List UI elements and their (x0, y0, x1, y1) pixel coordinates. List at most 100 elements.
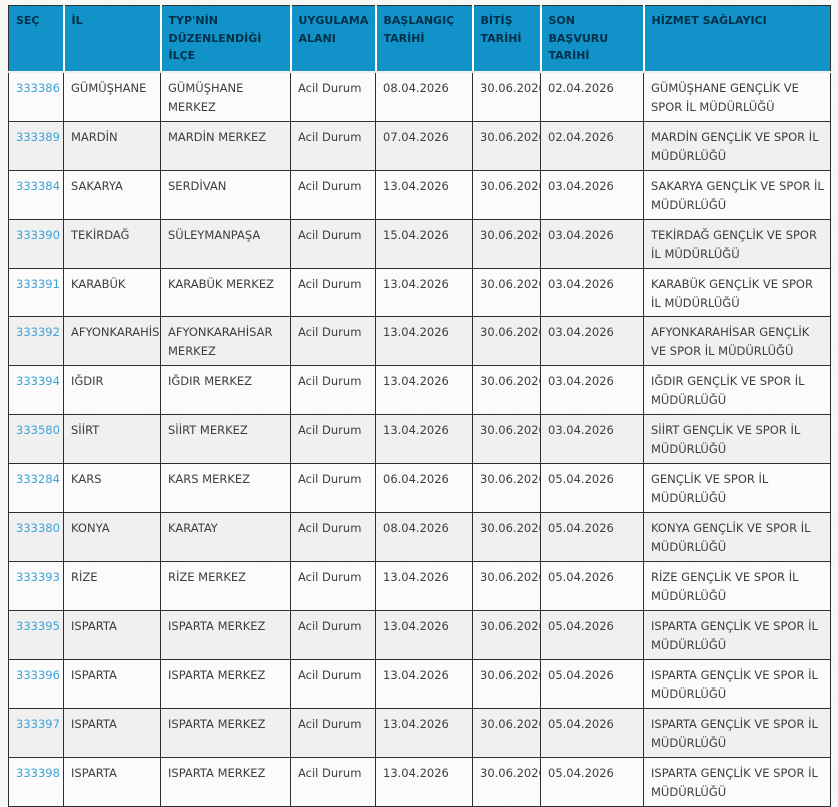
cell-alan: Acil Durum (290, 120, 376, 171)
cell-alan: Acil Durum (290, 365, 376, 416)
column-header-saglayici: HİZMET SAĞLAYICI (643, 4, 831, 73)
cell-saglayici: KONYA GENÇLİK VE SPOR İL MÜDÜRLÜĞÜ (643, 512, 831, 563)
program-id-link[interactable]: 333384 (16, 178, 60, 193)
cell-bitis: 30.06.2026 (472, 756, 541, 807)
program-id-link[interactable]: 333284 (16, 472, 60, 487)
typ-program-table: SEÇ İL TYP'NİN DÜZENLENDİĞİ İLÇE UYGULAMA A… (8, 4, 831, 807)
table-row: 333391 KARABÜK KARABÜK MERKEZ Acil Durum 13.… (8, 267, 831, 318)
cell-sec: 333386 (8, 71, 64, 122)
cell-son_basvuru: 05.04.2026 (540, 707, 644, 758)
program-id-link[interactable]: 333398 (16, 765, 60, 780)
cell-ilce: IĞDIR MERKEZ (160, 365, 291, 416)
cell-alan: Acil Durum (290, 218, 376, 269)
cell-bitis: 30.06.2026 (472, 365, 541, 416)
cell-il: ISPARTA (63, 610, 161, 661)
cell-sec: 333389 (8, 120, 64, 171)
column-header-alan: UYGULAMA ALANI (290, 4, 377, 73)
cell-bitis: 30.06.2026 (472, 463, 541, 514)
program-id-link[interactable]: 333392 (16, 325, 60, 340)
program-id-link[interactable]: 333389 (16, 129, 60, 144)
cell-saglayici: IĞDIR GENÇLİK VE SPOR İL MÜDÜRLÜĞÜ (643, 365, 831, 416)
cell-son_basvuru: 05.04.2026 (540, 463, 644, 514)
cell-sec: 333395 (8, 610, 64, 661)
cell-il: ISPARTA (63, 659, 161, 709)
cell-saglayici: SAKARYA GENÇLİK VE SPOR İL MÜDÜRLÜĞÜ (643, 169, 831, 220)
cell-sec: 333284 (8, 463, 64, 514)
program-id-link[interactable]: 333386 (16, 80, 60, 95)
cell-saglayici: ISPARTA GENÇLİK VE SPOR İL MÜDÜRLÜĞÜ (643, 659, 831, 709)
cell-bitis: 30.06.2026 (472, 512, 541, 563)
cell-son_basvuru: 03.04.2026 (540, 267, 644, 318)
program-id-link[interactable]: 333394 (16, 374, 60, 389)
cell-bitis: 30.06.2026 (472, 659, 541, 709)
table-row: 333384 SAKARYA SERDİVAN Acil Durum 13.04.202… (8, 169, 831, 220)
cell-alan: Acil Durum (290, 267, 376, 318)
cell-baslangic: 13.04.2026 (375, 610, 473, 661)
program-id-link[interactable]: 333393 (16, 570, 60, 585)
cell-baslangic: 13.04.2026 (375, 756, 473, 807)
cell-baslangic: 15.04.2026 (375, 218, 473, 269)
program-id-link[interactable]: 333397 (16, 716, 60, 731)
cell-il: SİİRT (63, 414, 161, 465)
column-header-son_basvuru: SON BAŞVURU TARİHİ (540, 4, 645, 73)
cell-alan: Acil Durum (290, 512, 376, 563)
cell-il: KONYA (63, 512, 161, 563)
cell-ilce: KARS MERKEZ (160, 463, 291, 514)
cell-il: IĞDIR (63, 365, 161, 416)
cell-alan: Acil Durum (290, 169, 376, 220)
cell-baslangic: 08.04.2026 (375, 512, 473, 563)
cell-ilce: MARDİN MERKEZ (160, 120, 291, 171)
cell-baslangic: 13.04.2026 (375, 561, 473, 612)
cell-son_basvuru: 03.04.2026 (540, 169, 644, 220)
program-id-link[interactable]: 333391 (16, 276, 60, 291)
table-header: SEÇ İL TYP'NİN DÜZENLENDİĞİ İLÇE UYGULAMA A… (8, 4, 831, 73)
table-row: 333284 KARS KARS MERKEZ Acil Durum 06.04.202… (8, 463, 831, 514)
cell-il: SAKARYA (63, 169, 161, 220)
cell-saglayici: GÜMÜŞHANE GENÇLİK VE SPOR İL MÜDÜRLÜĞÜ (643, 71, 831, 122)
cell-sec: 333390 (8, 218, 64, 269)
cell-sec: 333398 (8, 756, 64, 807)
cell-bitis: 30.06.2026 (472, 610, 541, 661)
cell-baslangic: 13.04.2026 (375, 414, 473, 465)
table-row: 333390 TEKİRDAĞ SÜLEYMANPAŞA Acil Durum 15.0… (8, 218, 831, 269)
cell-saglayici: AFYONKARAHİSAR GENÇLİK VE SPOR İL MÜDÜRL… (643, 316, 831, 367)
cell-saglayici: ISPARTA GENÇLİK VE SPOR İL MÜDÜRLÜĞÜ (643, 707, 831, 758)
column-header-baslangic: BAŞLANGIÇ TARİHİ (375, 4, 474, 73)
program-id-link[interactable]: 333395 (16, 619, 60, 634)
cell-baslangic: 13.04.2026 (375, 169, 473, 220)
cell-saglayici: MARDİN GENÇLİK VE SPOR İL MÜDÜRLÜĞÜ (643, 120, 831, 171)
cell-sec: 333394 (8, 365, 64, 416)
cell-il: GÜMÜŞHANE (63, 71, 161, 122)
table-row: 333395 ISPARTA ISPARTA MERKEZ Acil Durum 13.… (8, 610, 831, 661)
cell-ilce: ISPARTA MERKEZ (160, 659, 291, 709)
cell-sec: 333396 (8, 659, 64, 709)
program-id-link[interactable]: 333580 (16, 423, 60, 438)
cell-baslangic: 13.04.2026 (375, 659, 473, 709)
program-id-link[interactable]: 333396 (16, 668, 60, 683)
cell-ilce: SERDİVAN (160, 169, 291, 220)
cell-saglayici: SİİRT GENÇLİK VE SPOR İL MÜDÜRLÜĞÜ (643, 414, 831, 465)
cell-sec: 333391 (8, 267, 64, 318)
program-id-link[interactable]: 333380 (16, 521, 60, 536)
column-header-sec: SEÇ (8, 4, 65, 73)
cell-son_basvuru: 05.04.2026 (540, 512, 644, 563)
cell-alan: Acil Durum (290, 756, 376, 807)
table-row: 333398 ISPARTA ISPARTA MERKEZ Acil Durum 13.… (8, 756, 831, 807)
cell-ilce: GÜMÜŞHANE MERKEZ (160, 71, 291, 122)
cell-saglayici: GENÇLİK VE SPOR İL MÜDÜRLÜĞÜ (643, 463, 831, 514)
table-row: 333580 SİİRT SİİRT MERKEZ Acil Durum 13.04.2… (8, 414, 831, 465)
cell-ilce: ISPARTA MERKEZ (160, 707, 291, 758)
cell-baslangic: 13.04.2026 (375, 316, 473, 367)
table-row: 333386 GÜMÜŞHANE GÜMÜŞHANE MERKEZ Acil Duru… (8, 71, 831, 122)
cell-sec: 333384 (8, 169, 64, 220)
cell-alan: Acil Durum (290, 659, 376, 709)
cell-son_basvuru: 05.04.2026 (540, 561, 644, 612)
cell-saglayici: TEKİRDAĞ GENÇLİK VE SPOR İL MÜDÜRLÜĞÜ (643, 218, 831, 269)
cell-ilce: RİZE MERKEZ (160, 561, 291, 612)
program-id-link[interactable]: 333390 (16, 227, 60, 242)
cell-son_basvuru: 03.04.2026 (540, 365, 644, 416)
cell-son_basvuru: 03.04.2026 (540, 316, 644, 367)
cell-son_basvuru: 02.04.2026 (540, 71, 644, 122)
cell-son_basvuru: 02.04.2026 (540, 120, 644, 171)
cell-sec: 333380 (8, 512, 64, 563)
